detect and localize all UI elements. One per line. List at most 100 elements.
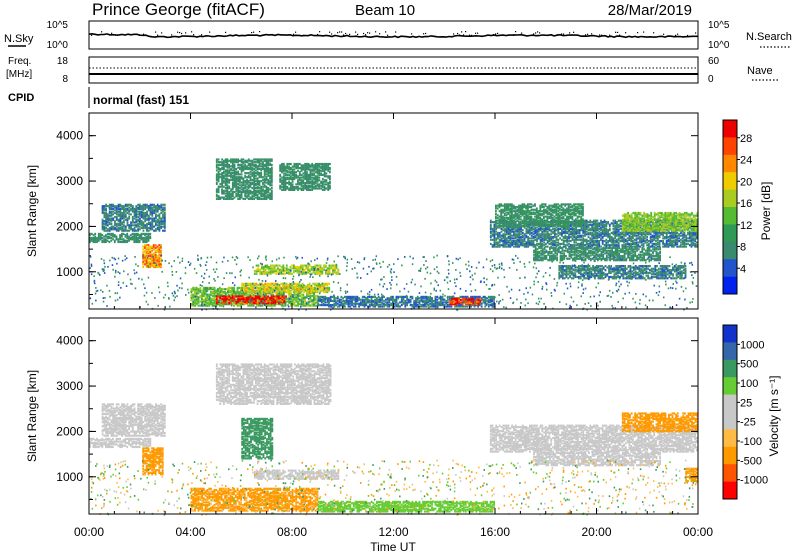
noise-search-dot xyxy=(675,35,676,36)
heatmap-cell xyxy=(557,235,559,237)
heatmap-cell xyxy=(490,224,492,226)
heatmap-cell xyxy=(259,180,261,182)
heatmap-cell xyxy=(146,233,148,235)
heatmap-cell xyxy=(364,296,366,298)
heatmap-cell xyxy=(593,226,595,228)
heatmap-cell xyxy=(426,296,428,298)
heatmap-cell xyxy=(332,300,334,302)
heatmap-cell xyxy=(159,220,161,222)
heatmap-cell xyxy=(221,172,223,174)
heatmap-cell xyxy=(142,233,144,235)
heatmap-cell xyxy=(515,240,517,242)
heatmap-cell xyxy=(254,270,256,272)
heatmap-cell xyxy=(318,183,320,185)
noise-search-dot xyxy=(293,34,294,35)
heatmap-cell xyxy=(246,160,248,162)
heatmap-cell xyxy=(381,305,383,307)
heatmap-cell xyxy=(266,195,268,197)
heatmap-cell xyxy=(319,290,321,292)
heatmap-cell xyxy=(545,243,547,245)
heatmap-cell xyxy=(264,164,266,166)
heatmap-cell xyxy=(160,250,162,252)
heatmap-cell xyxy=(309,291,311,293)
heatmap-cell xyxy=(128,207,130,209)
heatmap-cell xyxy=(344,300,346,302)
heatmap-cell xyxy=(158,263,160,265)
noise-search-dot xyxy=(331,33,332,34)
heatmap-cell xyxy=(109,211,111,213)
heatmap-cell xyxy=(588,236,590,238)
heatmap-cell xyxy=(230,290,232,292)
heatmap-cell xyxy=(260,305,262,307)
heatmap-cell xyxy=(329,163,331,165)
heatmap-cell xyxy=(327,267,329,269)
heatmap-cell xyxy=(323,303,325,305)
noise-search-dot xyxy=(643,32,644,33)
heatmap-cell xyxy=(237,158,239,160)
noise-left-tick-top: 10^5 xyxy=(47,20,69,31)
heatmap-cell xyxy=(239,173,241,175)
heatmap-cell xyxy=(286,291,288,293)
noise-search-dot xyxy=(571,34,572,35)
heatmap-cell xyxy=(275,273,277,275)
heatmap-cell xyxy=(595,220,597,222)
noise-search-dot xyxy=(695,32,696,33)
heatmap-cell xyxy=(394,305,396,307)
heatmap-cell xyxy=(100,233,102,235)
heatmap-cell xyxy=(203,287,205,289)
heatmap-cell xyxy=(153,252,155,254)
heatmap-cell xyxy=(490,231,492,233)
heatmap-cell xyxy=(436,296,438,298)
heatmap-cell xyxy=(137,233,139,235)
heatmap-cell xyxy=(616,239,618,241)
heatmap-cell xyxy=(228,179,230,181)
heatmap-cell xyxy=(607,240,609,242)
heatmap-cell xyxy=(148,230,150,232)
heatmap-cell xyxy=(221,161,223,163)
noise-search-dot xyxy=(477,33,478,34)
heatmap-cell xyxy=(218,295,220,297)
heatmap-cell xyxy=(104,212,106,214)
heatmap-cell xyxy=(483,299,485,301)
heatmap-cell xyxy=(151,207,153,209)
heatmap-cell xyxy=(216,295,218,297)
heatmap-cell xyxy=(262,188,264,190)
noise-search-dot xyxy=(363,33,364,34)
noise-search-dot xyxy=(637,32,638,33)
cpid-value: normal (fast) 151 xyxy=(93,93,189,107)
heatmap-cell xyxy=(378,296,380,298)
heatmap-cell xyxy=(579,235,581,237)
heatmap-cell xyxy=(589,228,591,230)
heatmap-cell xyxy=(118,227,120,229)
heatmap-cell xyxy=(308,185,310,187)
heatmap-cell xyxy=(243,161,245,163)
heatmap-cell xyxy=(225,158,227,160)
heatmap-cell xyxy=(191,288,193,290)
heatmap-cell xyxy=(348,300,350,302)
heatmap-cell xyxy=(228,164,230,166)
heatmap-cell xyxy=(470,296,472,298)
noise-search-dot xyxy=(261,35,262,36)
heatmap-cell xyxy=(310,185,312,187)
heatmap-cell xyxy=(107,236,109,238)
cpid-label: CPID xyxy=(8,92,34,104)
heatmap-cell xyxy=(588,229,590,231)
heatmap-cell xyxy=(223,175,225,177)
heatmap-cell xyxy=(563,240,565,242)
heatmap-cell xyxy=(251,182,253,184)
heatmap-cell xyxy=(286,283,288,285)
heatmap-cell xyxy=(162,204,164,206)
heatmap-cell xyxy=(228,169,230,171)
heatmap-cell xyxy=(135,224,137,226)
heatmap-cell xyxy=(107,240,109,242)
heatmap-cell xyxy=(549,233,551,235)
station-title: Prince George (fitACF) xyxy=(92,0,265,19)
heatmap-cell xyxy=(280,291,282,293)
heatmap-cell xyxy=(337,269,339,271)
noise-search-dot xyxy=(573,32,574,33)
heatmap-cell xyxy=(540,233,542,235)
heatmap-cell xyxy=(146,217,148,219)
heatmap-cell xyxy=(96,237,98,239)
heatmap-cell xyxy=(230,179,232,181)
heatmap-cell xyxy=(515,233,517,235)
